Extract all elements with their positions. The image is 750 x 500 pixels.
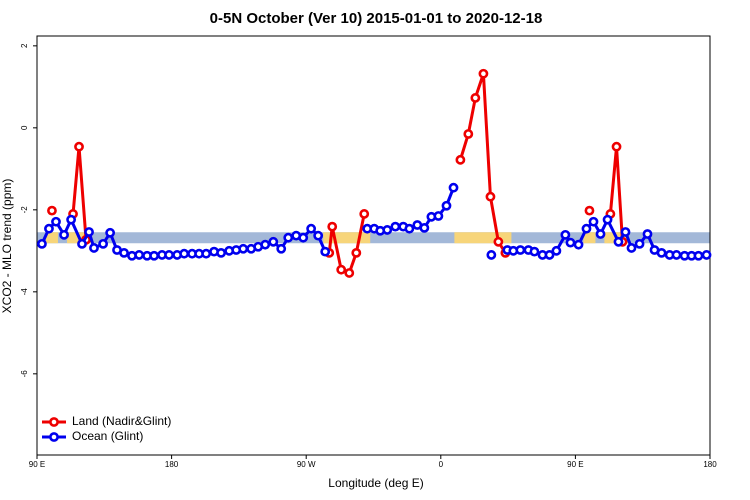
point [84, 227, 94, 237]
point [463, 129, 474, 139]
y-tick-label: 2 [20, 43, 29, 48]
point [298, 232, 309, 243]
x-tick-label: 0 [439, 460, 444, 469]
y-axis-label: XCO2 - MLO trend (ppm) [0, 179, 14, 314]
point [336, 264, 347, 275]
y-tick-label: 0 [20, 125, 29, 130]
x-tick-label: 90 W [297, 460, 316, 469]
point [313, 230, 324, 241]
x-tick-label: 180 [703, 460, 717, 469]
point [89, 243, 99, 253]
point [283, 232, 294, 243]
point [515, 245, 526, 255]
point [37, 238, 47, 249]
point [44, 223, 54, 234]
legend-marker [49, 432, 59, 442]
plot-frame [36, 35, 711, 456]
y-tick-label: -2 [20, 206, 29, 214]
point [164, 250, 174, 260]
point [149, 250, 160, 261]
point [529, 246, 540, 257]
point [59, 229, 69, 240]
point [613, 236, 624, 247]
point [626, 243, 637, 253]
point [478, 68, 489, 79]
point [448, 182, 459, 193]
legend-marker [49, 417, 59, 427]
point [441, 200, 452, 211]
point [602, 214, 613, 225]
point [656, 247, 667, 258]
point [565, 237, 576, 248]
point [573, 239, 584, 250]
point [433, 211, 444, 221]
legend-label: Ocean (Glint) [72, 429, 143, 443]
point [77, 238, 87, 249]
y-tick-label: -6 [20, 370, 29, 378]
point [238, 243, 249, 254]
point [359, 209, 370, 219]
point [493, 236, 504, 247]
point [268, 236, 279, 247]
x-tick-label: 90 E [29, 460, 45, 469]
point [105, 227, 116, 238]
point [327, 221, 338, 232]
x-tick-label: 90 E [567, 460, 583, 469]
point [701, 250, 712, 260]
point [382, 225, 393, 235]
point [611, 141, 622, 152]
y-tick-label: -4 [20, 288, 29, 296]
point [320, 246, 331, 257]
point [134, 250, 145, 260]
point [179, 248, 190, 259]
point [671, 250, 682, 260]
point [419, 222, 430, 233]
point [595, 229, 606, 239]
point [201, 248, 212, 259]
point [260, 239, 271, 250]
point [276, 243, 287, 254]
point [306, 223, 317, 234]
x-axis-label: Longitude (deg E) [328, 476, 423, 490]
point [485, 191, 496, 202]
point [581, 223, 592, 234]
point [51, 216, 61, 227]
point [351, 247, 362, 258]
point [344, 268, 355, 278]
point [693, 250, 704, 261]
point [620, 227, 631, 237]
point [74, 141, 84, 152]
point [216, 247, 227, 258]
point [544, 250, 555, 260]
point [588, 216, 599, 227]
point [551, 245, 562, 256]
point [634, 238, 645, 249]
legend-label: Land (Nadir&Glint) [72, 414, 171, 428]
point [470, 93, 481, 103]
point [390, 221, 401, 232]
point [486, 250, 497, 260]
point [584, 205, 595, 216]
point [119, 247, 129, 258]
point [66, 214, 76, 225]
chart-title: 0-5N October (Ver 10) 2015-01-01 to 2020… [210, 10, 543, 27]
point [642, 229, 653, 239]
x-tick-label: 180 [165, 460, 179, 469]
point [98, 238, 109, 249]
point [404, 223, 415, 234]
point [560, 229, 571, 240]
point [47, 205, 57, 216]
point [455, 154, 466, 165]
